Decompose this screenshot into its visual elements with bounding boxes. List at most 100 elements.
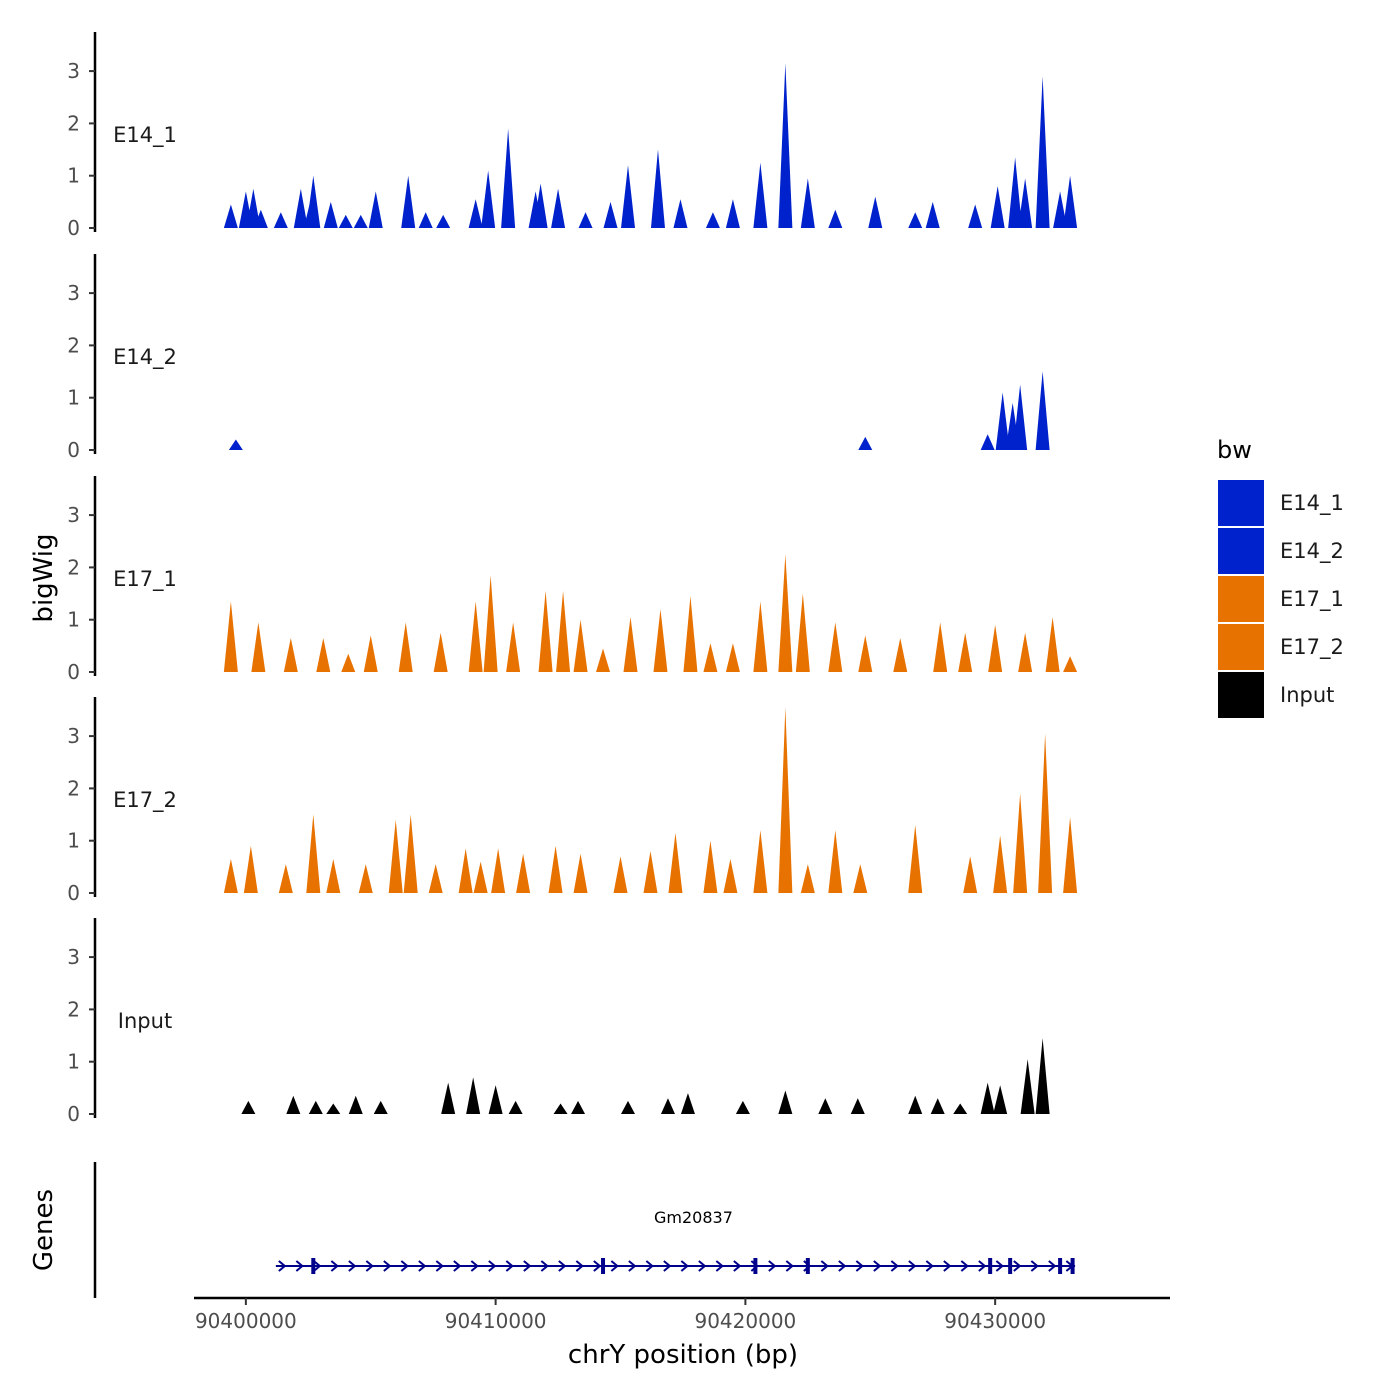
- peak-E14_1: [578, 212, 593, 228]
- strand-arrow: [680, 1260, 689, 1272]
- peak-E14_1: [436, 214, 451, 228]
- y-tick-label: 1: [67, 164, 80, 188]
- peak-E17_2: [613, 856, 628, 893]
- strand-arrow: [453, 1260, 462, 1272]
- peak-E14_1: [778, 63, 793, 228]
- legend-label: E17_1: [1280, 587, 1344, 612]
- peak-Input: [735, 1100, 750, 1114]
- strand-arrow: [505, 1260, 514, 1272]
- strand-arrow: [820, 1260, 829, 1272]
- peak-Input: [778, 1090, 793, 1114]
- peak-E14_1: [705, 212, 720, 228]
- peak-E17_1: [623, 617, 638, 672]
- peak-E17_1: [893, 638, 908, 672]
- gene-exon: [601, 1258, 606, 1274]
- legend-swatch: [1218, 480, 1264, 526]
- peak-Input: [553, 1103, 568, 1114]
- peak-E14_1: [1008, 157, 1023, 228]
- gene-exon: [988, 1258, 993, 1274]
- strand-arrow: [365, 1260, 374, 1272]
- peak-E14_1: [223, 204, 238, 228]
- peak-Input: [850, 1098, 865, 1114]
- peak-E14_2: [1035, 371, 1050, 450]
- peak-E14_1: [650, 149, 665, 228]
- peak-Input: [571, 1100, 586, 1114]
- track-label: E17_1: [113, 567, 177, 592]
- peak-E17_1: [1063, 656, 1078, 672]
- peak-E17_2: [473, 861, 488, 893]
- peak-E14_1: [293, 188, 308, 228]
- peak-E17_2: [326, 859, 341, 893]
- peak-E17_1: [506, 622, 521, 672]
- peak-E14_1: [673, 199, 688, 228]
- legend-label: Input: [1280, 683, 1334, 707]
- peak-E14_1: [828, 209, 843, 228]
- peak-E17_2: [403, 814, 418, 893]
- strand-arrow: [558, 1260, 567, 1272]
- x-tick-label: 90410000: [445, 1309, 547, 1333]
- peak-Input: [1035, 1038, 1050, 1114]
- strand-arrow: [348, 1260, 357, 1272]
- y-tick-label: 2: [67, 997, 80, 1021]
- y-tick-label: 3: [67, 59, 80, 83]
- gene-name: Gm20837: [654, 1208, 733, 1227]
- y-tick-label: 2: [67, 111, 80, 135]
- legend-title: bw: [1217, 436, 1252, 464]
- peak-E17_1: [828, 622, 843, 672]
- peak-E17_2: [908, 825, 923, 893]
- peak-E14_1: [306, 175, 321, 228]
- peak-E14_1: [1053, 191, 1068, 228]
- peak-Input: [953, 1103, 968, 1114]
- peak-E17_2: [1038, 733, 1053, 893]
- peak-Input: [908, 1095, 923, 1114]
- strand-arrow: [855, 1260, 864, 1272]
- peak-E14_1: [603, 201, 618, 228]
- strand-arrow: [313, 1260, 322, 1272]
- strand-arrow: [575, 1260, 584, 1272]
- strand-arrow: [330, 1260, 339, 1272]
- peak-Input: [680, 1093, 695, 1114]
- peak-Input: [326, 1103, 341, 1114]
- peak-E17_2: [1013, 793, 1028, 893]
- strand-arrow: [768, 1260, 777, 1272]
- legend-label: E14_2: [1280, 539, 1344, 564]
- peak-E14_2: [1013, 384, 1028, 450]
- y-tick-label: 1: [67, 829, 80, 853]
- track-Input: 0 1 2 3 Input: [67, 918, 1050, 1126]
- y-tick-label: 0: [67, 660, 80, 684]
- gene-exon: [753, 1258, 758, 1274]
- peak-E14_1: [1063, 175, 1078, 228]
- peak-Input: [286, 1095, 301, 1114]
- peak-Input: [930, 1098, 945, 1114]
- gene-exon: [311, 1258, 316, 1274]
- gene-exon: [1058, 1258, 1063, 1274]
- strand-arrow: [960, 1260, 969, 1272]
- peak-E17_2: [753, 830, 768, 893]
- y-tick-label: 0: [67, 438, 80, 462]
- genes-axis-title: Genes: [29, 1189, 59, 1271]
- peak-E14_1: [551, 188, 566, 228]
- peak-Input: [373, 1100, 388, 1114]
- peak-E17_2: [668, 832, 683, 893]
- strand-arrow: [978, 1260, 987, 1272]
- peak-E14_1: [800, 178, 815, 228]
- peak-E14_1: [1018, 178, 1033, 228]
- peak-E17_1: [556, 590, 571, 672]
- strand-arrow: [890, 1260, 899, 1272]
- x-tick-label: 90430000: [944, 1309, 1046, 1333]
- peak-E17_1: [538, 590, 553, 672]
- strand-arrow: [593, 1260, 602, 1272]
- strand-arrow: [785, 1260, 794, 1272]
- strand-arrow: [488, 1260, 497, 1272]
- peak-E14_1: [401, 175, 416, 228]
- strand-arrow: [925, 1260, 934, 1272]
- peak-E17_1: [596, 648, 611, 672]
- peak-E17_2: [516, 853, 531, 893]
- peak-Input: [508, 1100, 523, 1114]
- legend-label: E14_1: [1280, 491, 1344, 516]
- peak-E14_1: [501, 128, 516, 228]
- legend-swatch: [1218, 528, 1264, 574]
- strand-arrow: [733, 1260, 742, 1272]
- peak-Input: [660, 1098, 675, 1114]
